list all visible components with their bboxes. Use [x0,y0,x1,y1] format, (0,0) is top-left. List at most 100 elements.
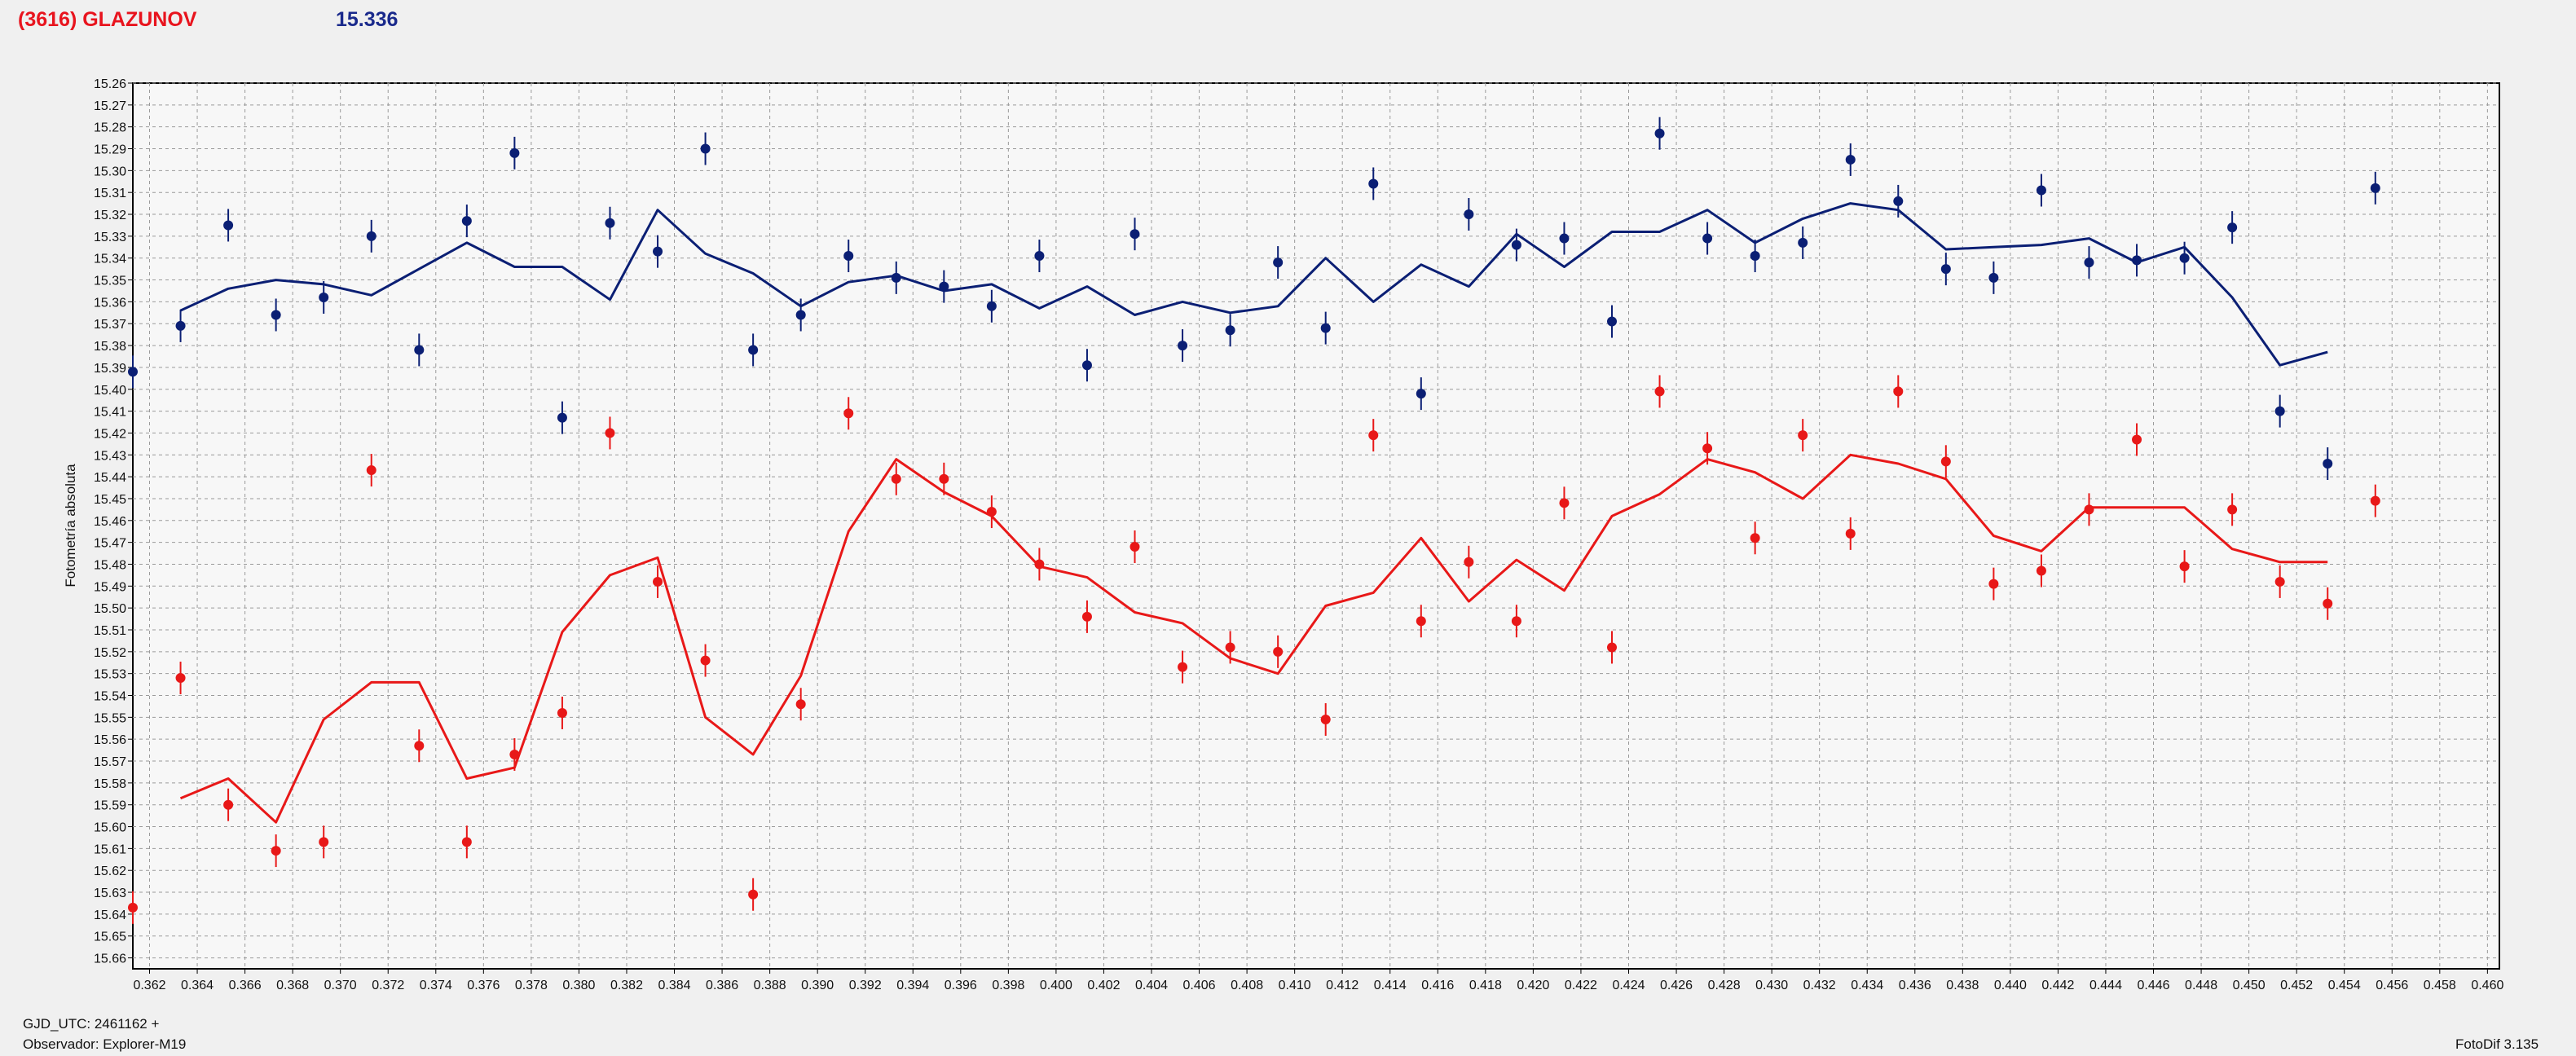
x-axis-ticks: 0.362 0.364 0.366 0.368 0.370 0.372 0.374 0.376… [133,969,2503,992]
x-tick-label: 0.406 [1183,979,1216,992]
x-tick-label: 0.382 [610,979,643,992]
y-tick-label: 15.34 [94,253,126,266]
series-1-point [1273,257,1284,268]
series-1-point [414,345,425,355]
x-tick-label: 0.426 [1660,979,1693,992]
series-layer [128,117,2380,924]
series-2-point [1607,642,1617,653]
series-2-point [1368,430,1379,441]
x-tick-label: 0.444 [2089,979,2122,992]
series-1-point [843,251,854,262]
series-2-point [1129,541,1140,552]
x-tick-label: 0.390 [801,979,834,992]
x-tick-label: 0.450 [2233,979,2266,992]
x-tick-label: 0.364 [181,979,214,992]
y-tick-label: 15.42 [94,427,126,441]
x-tick-label: 0.430 [1755,979,1788,992]
x-tick-label: 0.428 [1708,979,1741,992]
series-1-point [795,310,806,320]
software-label: FotoDif 3.135 [2455,1036,2539,1052]
y-tick-label: 15.52 [94,646,126,660]
y-tick-label: 15.45 [94,493,126,507]
x-tick-label: 0.414 [1374,979,1407,992]
series-1-point [1129,229,1140,240]
series-2-point [414,741,425,751]
series-1-point [2084,257,2094,268]
series-2-point [2227,504,2238,515]
y-tick-label: 15.59 [94,799,126,813]
series-2-point [2179,561,2190,572]
series-1-point [2274,406,2285,416]
series-1-point [1702,233,1713,244]
series-1-point [509,147,520,158]
series-1-point [1368,178,1379,189]
y-tick-label: 15.38 [94,340,126,354]
y-tick-label: 15.36 [94,296,126,310]
series-1-point [557,412,567,423]
x-tick-label: 0.420 [1517,979,1549,992]
series-2-point [1940,456,1951,467]
y-tick-label: 15.55 [94,711,126,725]
y-tick-label: 15.66 [94,953,126,966]
x-tick-label: 0.366 [229,979,262,992]
series-1-point [891,272,901,283]
series-2-point [891,473,901,484]
x-tick-label: 0.412 [1326,979,1358,992]
x-tick-label: 0.374 [420,979,452,992]
series-1-point [2323,459,2333,469]
series-2-point [939,473,949,484]
x-tick-label: 0.380 [562,979,595,992]
series-2-point [1702,443,1713,454]
series-2-point [1034,559,1045,570]
y-tick-label: 15.40 [94,384,126,398]
x-tick-label: 0.400 [1040,979,1072,992]
x-tick-label: 0.458 [2424,979,2456,992]
y-tick-label: 15.65 [94,931,126,944]
x-tick-label: 0.368 [276,979,309,992]
series-2-point [1750,533,1760,543]
series-2-point [1511,616,1521,627]
series-2-point [1845,528,1856,539]
y-tick-label: 15.61 [94,843,126,856]
y-tick-label: 15.39 [94,362,126,376]
series-2-point [1988,579,1999,589]
y-tick-label: 15.37 [94,318,126,332]
grid-lines [133,82,2499,969]
x-tick-label: 0.446 [2138,979,2170,992]
series-1-point [1081,360,1092,371]
series-1-point [1845,154,1856,165]
series-1-point [1511,240,1521,250]
y-tick-label: 15.56 [94,733,126,747]
x-tick-label: 0.438 [1946,979,1979,992]
series-2-point [2370,495,2380,506]
series-1-point [461,216,472,227]
series-2-point [128,902,138,913]
series-1-point [2227,222,2238,233]
x-tick-label: 0.378 [515,979,548,992]
series-1-point [1464,209,1474,220]
series-2-point [271,846,281,856]
series-1-point [223,220,234,231]
series-2-point [1893,386,1904,397]
plot-area [132,82,2500,970]
series-2-point [1178,662,1188,672]
x-tick-label: 0.384 [658,979,691,992]
series-1-point [271,310,281,320]
observer-label: Observador: Explorer-M19 [23,1036,187,1052]
x-tick-label: 0.394 [896,979,929,992]
y-tick-label: 15.33 [94,231,126,244]
y-tick-label: 15.41 [94,406,126,420]
y-tick-label: 15.44 [94,471,126,485]
x-tick-label: 0.448 [2185,979,2217,992]
x-tick-label: 0.404 [1135,979,1168,992]
series-1-point [1798,237,1808,248]
x-tick-label: 0.460 [2471,979,2503,992]
series-1-point [2036,185,2046,196]
x-tick-label: 0.402 [1087,979,1120,992]
y-tick-label: 15.60 [94,821,126,835]
series-2-point [319,837,329,847]
series-1-point [1940,264,1951,275]
y-tick-label: 15.53 [94,668,126,682]
x-tick-label: 0.416 [1421,979,1454,992]
y-tick-label: 15.50 [94,602,126,616]
